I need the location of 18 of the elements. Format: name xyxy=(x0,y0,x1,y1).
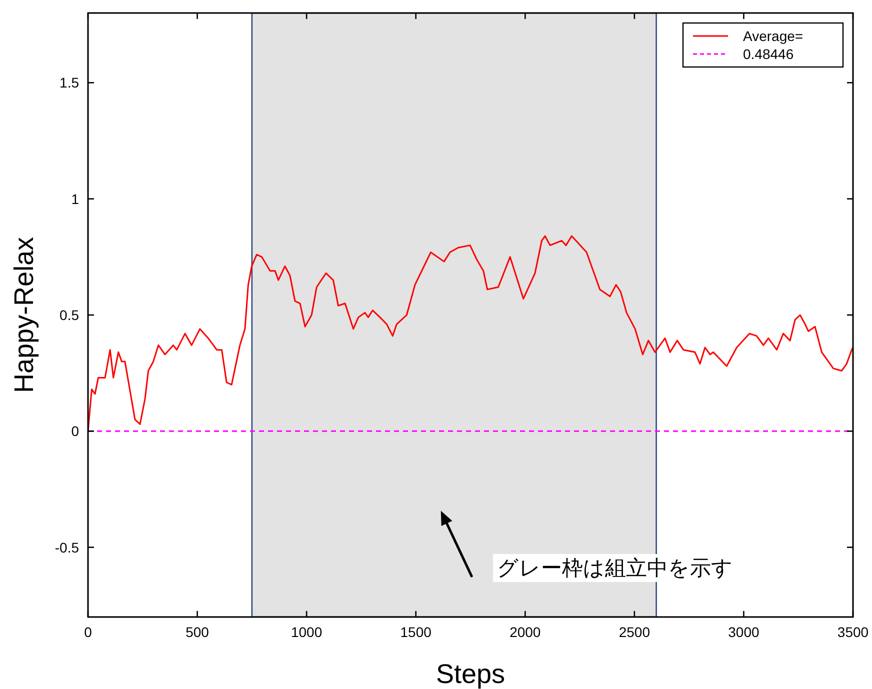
x-tick-label: 0 xyxy=(84,624,92,640)
x-tick-label: 500 xyxy=(186,624,210,640)
y-tick-label: 0.5 xyxy=(60,307,80,323)
x-tick-label: 2000 xyxy=(510,624,541,640)
y-tick-label: -0.5 xyxy=(54,539,80,556)
x-tick-label: 3500 xyxy=(837,624,869,640)
y-tick-label: 1.5 xyxy=(60,74,80,91)
legend-label: 0.48446 xyxy=(743,46,794,62)
y-tick-label: 0 xyxy=(71,423,80,440)
annotation: グレー枠は組立中を示す xyxy=(497,556,733,580)
x-tick-label: 2500 xyxy=(618,624,650,640)
y-tick-label: 1 xyxy=(71,190,80,207)
y-axis-title: Happy-Relax xyxy=(9,236,39,394)
x-axis-title: Steps xyxy=(436,659,506,689)
x-tick-label: 1500 xyxy=(400,624,432,640)
legend-label: Average= xyxy=(743,28,804,44)
x-tick-label: 3000 xyxy=(728,624,760,640)
x-tick-label: 1000 xyxy=(290,624,322,640)
